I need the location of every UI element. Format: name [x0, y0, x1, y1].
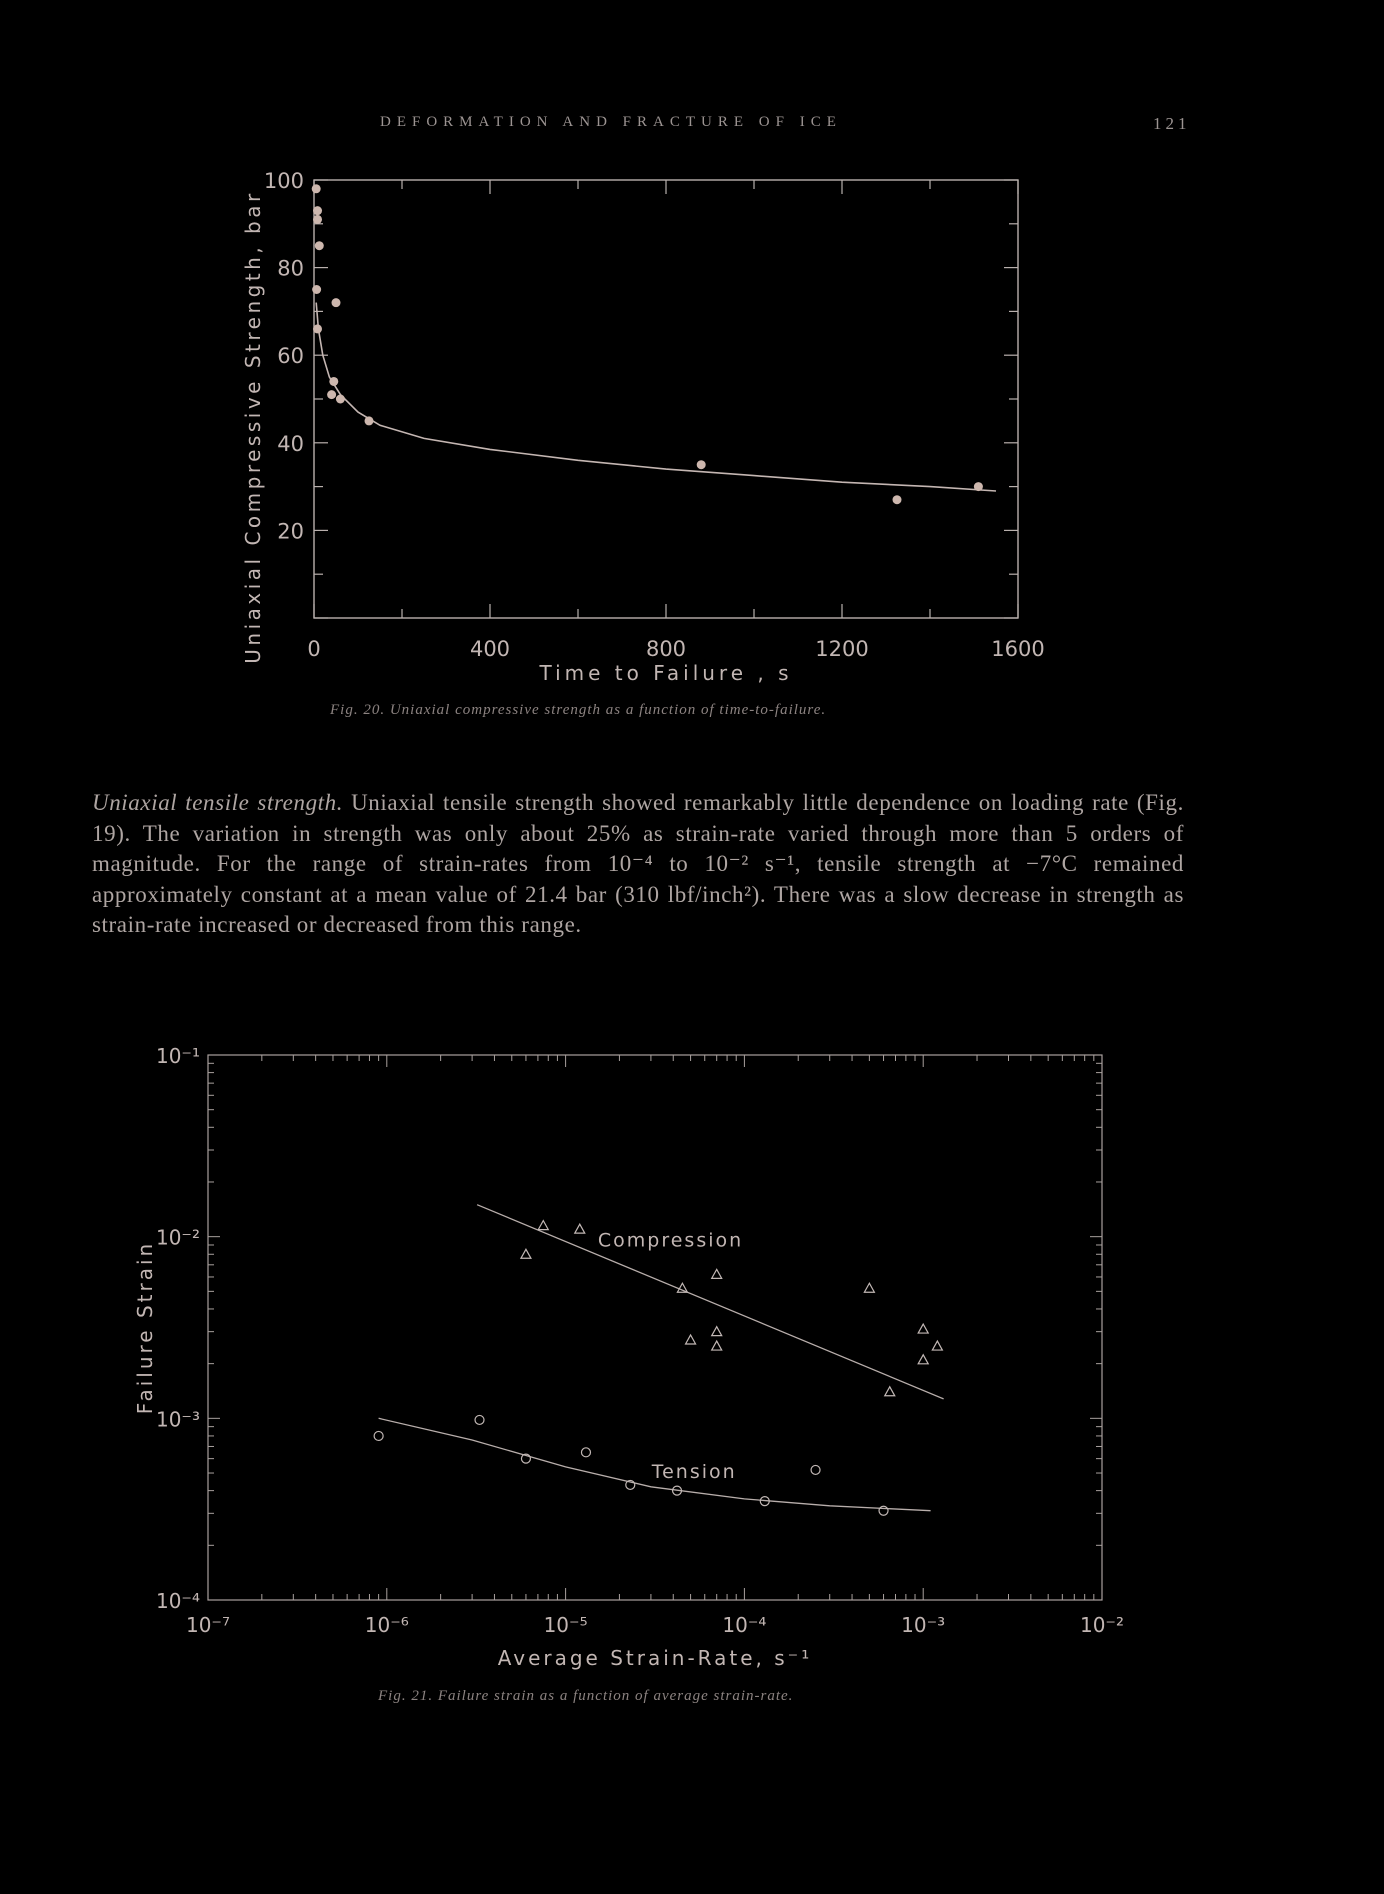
data-point	[331, 298, 341, 308]
compression-point	[931, 1339, 944, 1351]
compression-point	[917, 1353, 930, 1365]
plot-frame	[313, 179, 1019, 619]
fit-line-tension	[378, 1417, 931, 1512]
paragraph-text: Uniaxial tensile strength showed remarka…	[92, 790, 1185, 937]
x-tick-label: 10⁻⁷	[186, 1613, 230, 1637]
compression-point	[573, 1222, 586, 1234]
series-label-tension: Tension	[651, 1461, 737, 1483]
compression-point	[710, 1268, 723, 1279]
x-tick-label: 1200	[815, 637, 868, 661]
compression-point	[537, 1219, 550, 1231]
y-tick-label: 10⁻²	[156, 1226, 200, 1250]
y-axis-label: Failure Strain	[133, 1241, 157, 1414]
x-tick-label: 0	[307, 637, 320, 661]
y-tick-label: 80	[277, 257, 304, 281]
compression-point	[863, 1282, 876, 1293]
compression-point	[710, 1325, 723, 1337]
data-point	[892, 495, 902, 505]
figure-21-caption: Fig. 21. Failure strain as a function of…	[378, 1688, 794, 1704]
data-point	[327, 390, 337, 400]
tension-point	[810, 1464, 821, 1476]
series-label-compression: Compression	[598, 1229, 743, 1251]
data-point	[696, 460, 706, 470]
x-tick-label: 400	[470, 637, 510, 661]
tension-point	[878, 1505, 889, 1516]
fit-line-compression	[476, 1204, 944, 1400]
y-tick-label: 10⁻⁴	[156, 1589, 200, 1613]
running-head: DEFORMATION AND FRACTURE OF ICE	[380, 114, 842, 130]
x-tick-label: 10⁻⁴	[722, 1613, 766, 1637]
body-paragraph: Uniaxial tensile strength. Uniaxial tens…	[92, 788, 1184, 941]
tension-point	[759, 1496, 770, 1507]
x-axis-label: Average Strain-Rate, s⁻¹	[498, 1646, 813, 1670]
y-tick-label: 40	[277, 432, 304, 456]
x-tick-label: 800	[646, 637, 686, 661]
y-tick-label: 10⁻³	[156, 1407, 200, 1431]
y-tick-label: 100	[264, 169, 304, 193]
data-point	[312, 285, 322, 294]
x-tick-label: 10⁻⁶	[365, 1613, 409, 1637]
plot-frame	[207, 1054, 1103, 1601]
y-axis-label: Uniaxial Compressive Strength, bar	[241, 190, 265, 663]
compression-point	[676, 1282, 689, 1293]
data-point	[335, 394, 345, 404]
tension-point	[373, 1430, 384, 1442]
x-tick-label: 10⁻²	[1080, 1613, 1124, 1637]
tension-point	[625, 1479, 636, 1491]
figure-20-chart: 0 400 800 1200 1600 20 40 60 80 100 Time to Failur…	[241, 169, 1045, 685]
tension-point	[520, 1453, 532, 1464]
figure-20: 0 400 800 1200 1600 20 40 60 80 100 Time to Failur…	[0, 150, 1384, 710]
compression-point	[684, 1333, 697, 1345]
tension-point	[580, 1447, 592, 1458]
compression-point	[519, 1248, 532, 1259]
x-axis-label: Time to Failure , s	[538, 661, 792, 685]
figure-21: 10⁻⁷ 10⁻⁶ 10⁻⁵ 10⁻⁴ 10⁻³ 10⁻² 10⁻¹ 10⁻² 10⁻³ 10⁻⁴…	[0, 1030, 1384, 1720]
figure-21-chart: 10⁻⁷ 10⁻⁶ 10⁻⁵ 10⁻⁴ 10⁻³ 10⁻² 10⁻¹ 10⁻² 10⁻³ 10⁻⁴…	[133, 1044, 1124, 1670]
data-point	[314, 241, 324, 251]
page-number: 121	[1153, 114, 1191, 133]
y-tick-label: 60	[277, 344, 304, 368]
y-tick-label: 20	[277, 519, 304, 543]
x-tick-label: 10⁻⁵	[544, 1613, 588, 1637]
data-point	[311, 184, 321, 194]
x-tick-label: 10⁻³	[901, 1613, 945, 1637]
data-point	[973, 482, 983, 492]
x-tick-label: 1600	[991, 637, 1044, 661]
figure-20-caption: Fig. 20. Uniaxial compressive strength a…	[330, 702, 827, 718]
y-tick-label: 10⁻¹	[156, 1044, 200, 1068]
data-point	[364, 416, 374, 426]
data-point	[313, 214, 323, 224]
compression-point	[710, 1339, 723, 1351]
data-point	[313, 324, 323, 334]
compression-point	[883, 1385, 896, 1397]
data-point	[313, 206, 323, 216]
paragraph-title: Uniaxial tensile strength.	[92, 790, 344, 815]
data-point	[329, 376, 339, 386]
fit-curve	[315, 302, 997, 492]
compression-point	[917, 1322, 930, 1334]
tension-point	[671, 1485, 683, 1496]
tension-point	[474, 1414, 485, 1426]
